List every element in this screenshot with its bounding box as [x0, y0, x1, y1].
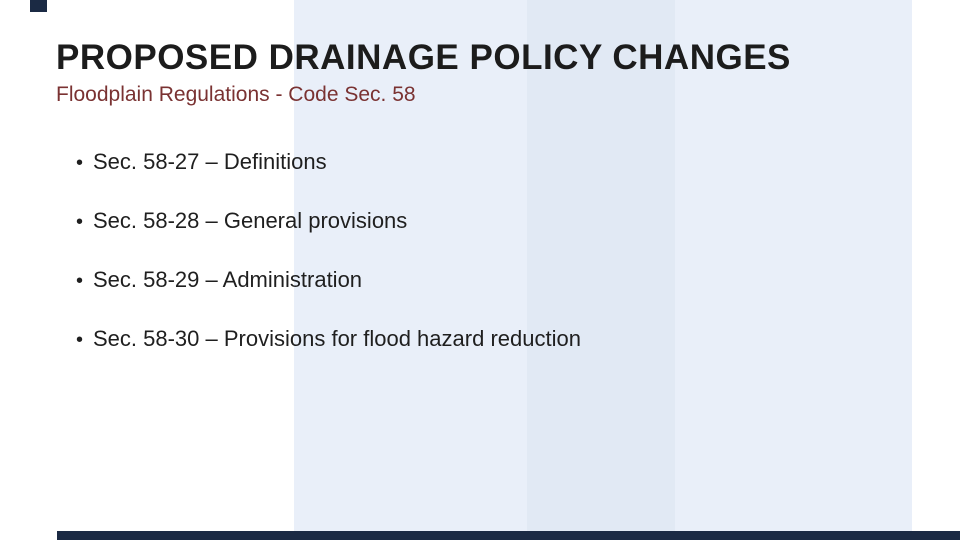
- background-stripe: [527, 0, 675, 540]
- bullet-text: Sec. 58-28 – General provisions: [93, 208, 408, 233]
- bullet-marker-icon: •: [76, 329, 84, 351]
- background-stripe: [675, 0, 912, 540]
- background-stripe: [294, 0, 527, 540]
- bullet-text: Sec. 58-27 – Definitions: [93, 149, 327, 174]
- slide-title: PROPOSED DRAINAGE POLICY CHANGES: [56, 38, 791, 77]
- slide-subtitle: Floodplain Regulations - Code Sec. 58: [56, 83, 416, 106]
- bullet-item: • Sec. 58-29 – Administration: [76, 266, 581, 295]
- bullet-marker-icon: •: [76, 211, 84, 233]
- bullet-item: • Sec. 58-28 – General provisions: [76, 207, 581, 236]
- bullet-list: • Sec. 58-27 – Definitions • Sec. 58-28 …: [76, 148, 581, 384]
- bullet-item: • Sec. 58-27 – Definitions: [76, 148, 581, 177]
- bullet-text: Sec. 58-29 – Administration: [93, 267, 363, 292]
- top-accent-square: [30, 0, 47, 12]
- bullet-marker-icon: •: [76, 270, 84, 292]
- bottom-accent-bar: [57, 531, 960, 540]
- bullet-marker-icon: •: [76, 152, 84, 174]
- bullet-text: Sec. 58-30 – Provisions for flood hazard…: [93, 326, 581, 351]
- bullet-item: • Sec. 58-30 – Provisions for flood haza…: [76, 325, 581, 354]
